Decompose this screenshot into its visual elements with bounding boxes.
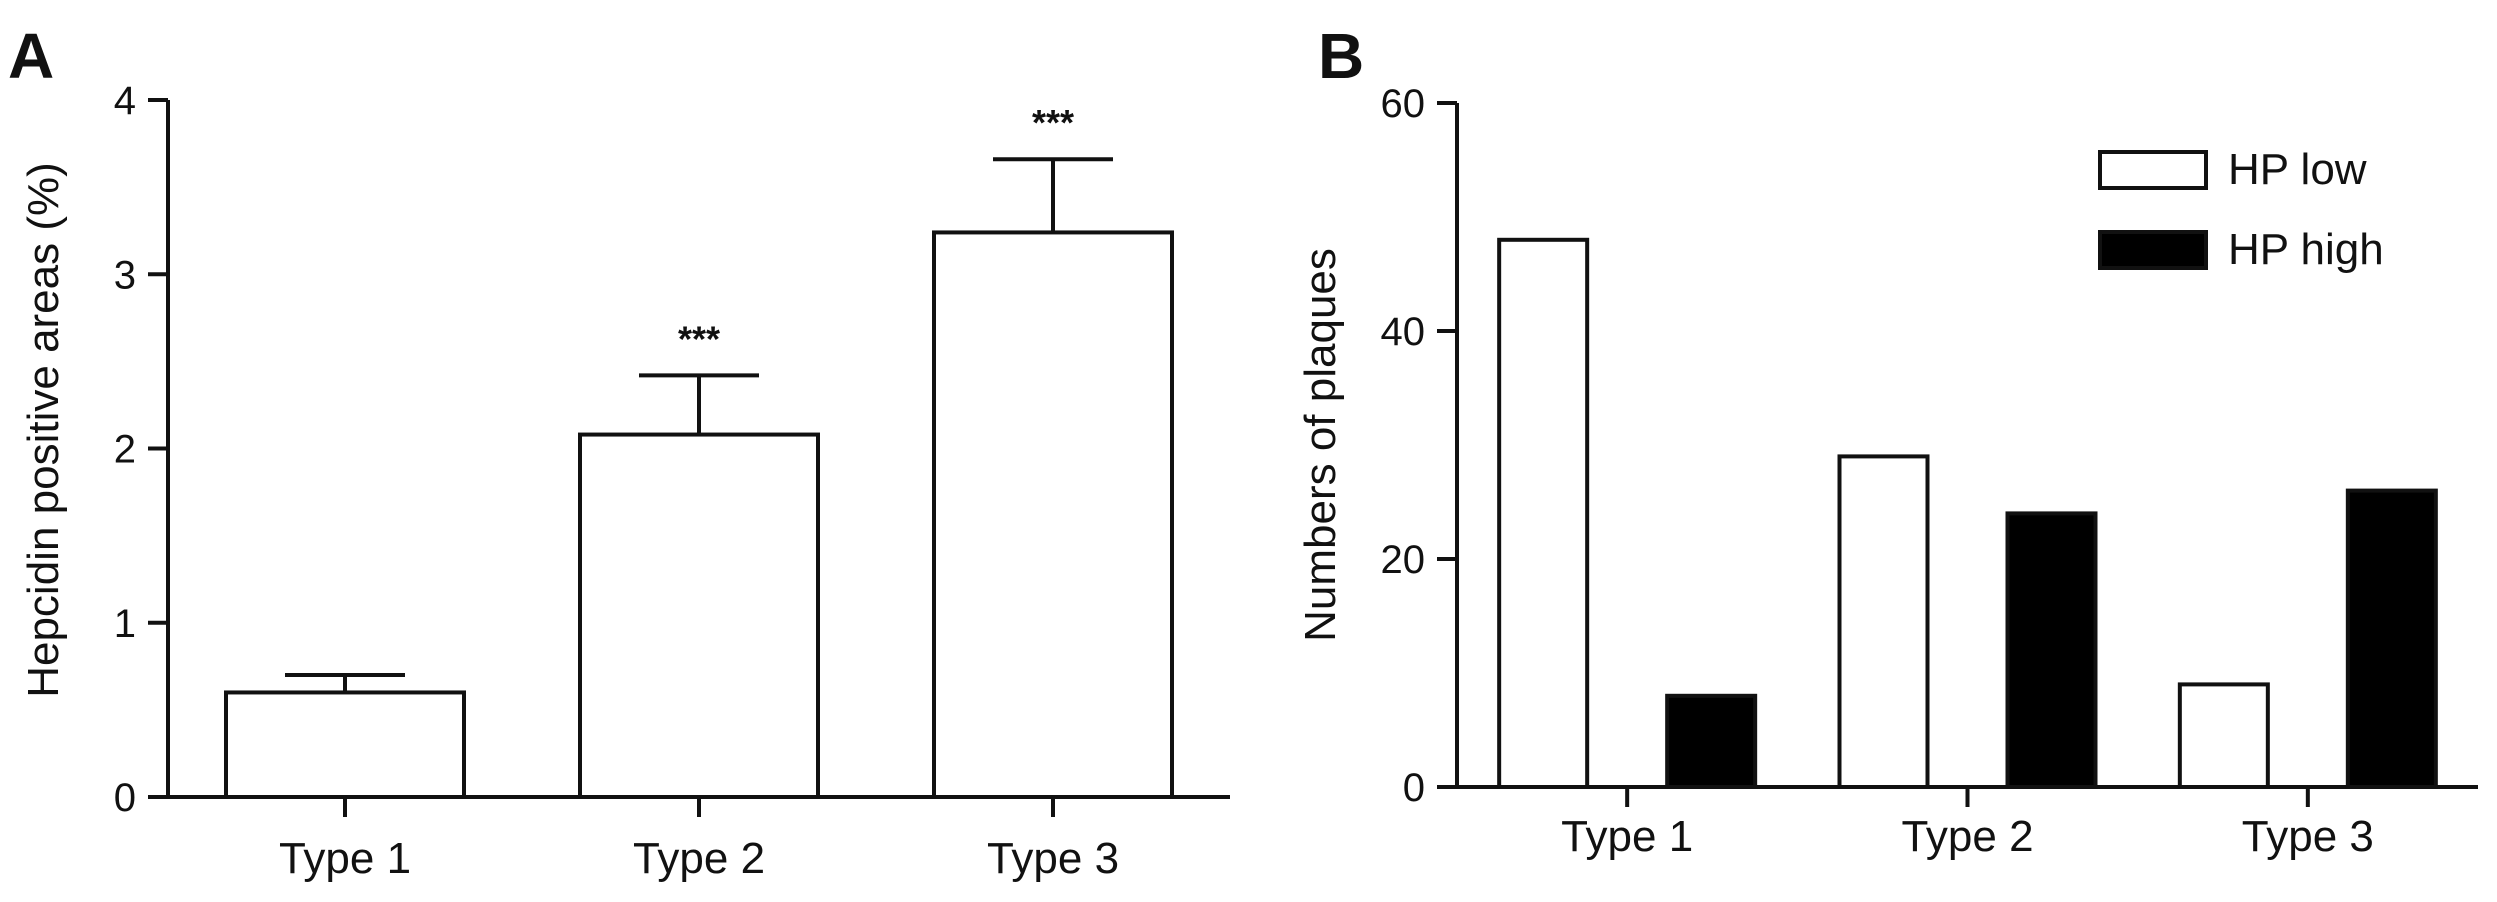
- panel-a-y-tick-label: 4: [114, 79, 136, 123]
- panel-b-legend-label: HP low: [2228, 145, 2367, 194]
- panel-b-legend-swatch: [2098, 230, 2208, 270]
- panel-b-y-tick-label: 40: [1381, 310, 1426, 354]
- panel-a-category-label: Type 1: [279, 834, 411, 883]
- panel-b-y-tick-label: 60: [1381, 82, 1426, 126]
- panel-a-bars: [224, 157, 1174, 800]
- panel-b-labels: 0 20 40 60 Type 1 Type 2 Type 3: [1381, 82, 2374, 861]
- panel-b-bar-hp-low: [1837, 454, 1930, 789]
- panel-b-bar-hp-high: [2345, 488, 2438, 789]
- panel-a-y-tick-label: 3: [114, 253, 136, 297]
- panel-b-legend-swatch: [2098, 150, 2208, 190]
- panel-b-bar-hp-high: [2005, 511, 2098, 790]
- panel-a-bar: [224, 690, 466, 800]
- panel-b-y-tick-label: 0: [1403, 766, 1425, 810]
- panel-a-category-label: Type 2: [633, 834, 765, 883]
- panel-a-bar: [932, 230, 1174, 799]
- panel-a-chart: A Hepcidin positive areas (%) 0 1 2 3 4 Type …: [8, 20, 1230, 883]
- panel-a-significance-label: ***: [678, 318, 720, 359]
- panel-a-y-tick-label: 0: [114, 776, 136, 820]
- panel-b-letter: B: [1318, 20, 1364, 92]
- panel-a-letter: A: [8, 20, 54, 92]
- panel-b-category-label: Type 2: [1901, 812, 2033, 861]
- panel-b-y-tick-label: 20: [1381, 538, 1426, 582]
- panel-b-category-label: Type 1: [1561, 812, 1693, 861]
- panel-a-significance-label: ***: [1032, 102, 1074, 143]
- panel-a-y-tick-label: 2: [114, 428, 136, 472]
- panel-b-chart: B Numbers of plaques 0 20 40 60 Type 1 Type 2…: [1296, 20, 2478, 861]
- panel-b-category-label: Type 3: [2242, 812, 2374, 861]
- panel-b-bar-hp-low: [1497, 237, 1590, 790]
- panel-b-legend-label: HP high: [2228, 225, 2384, 274]
- panel-a-bar: [578, 432, 820, 799]
- panel-b-bars: [1497, 237, 2438, 790]
- panel-b-legend: HP low HP high: [2098, 145, 2384, 274]
- panel-a-category-label: Type 3: [987, 834, 1119, 883]
- panel-b-bar-hp-high: [1665, 693, 1758, 789]
- panel-b-y-axis-title: Numbers of plaques: [1296, 248, 1345, 642]
- panel-a-labels: 0 1 2 3 4 Type 1 Type 2 *** Type 3 ***: [114, 79, 1119, 883]
- panel-b-axes: [1437, 101, 2478, 807]
- panel-b-bar-hp-low: [2177, 682, 2270, 790]
- panel-a-y-axis-title: Hepcidin positive areas (%): [19, 162, 68, 698]
- panel-a-y-tick-label: 1: [114, 602, 136, 646]
